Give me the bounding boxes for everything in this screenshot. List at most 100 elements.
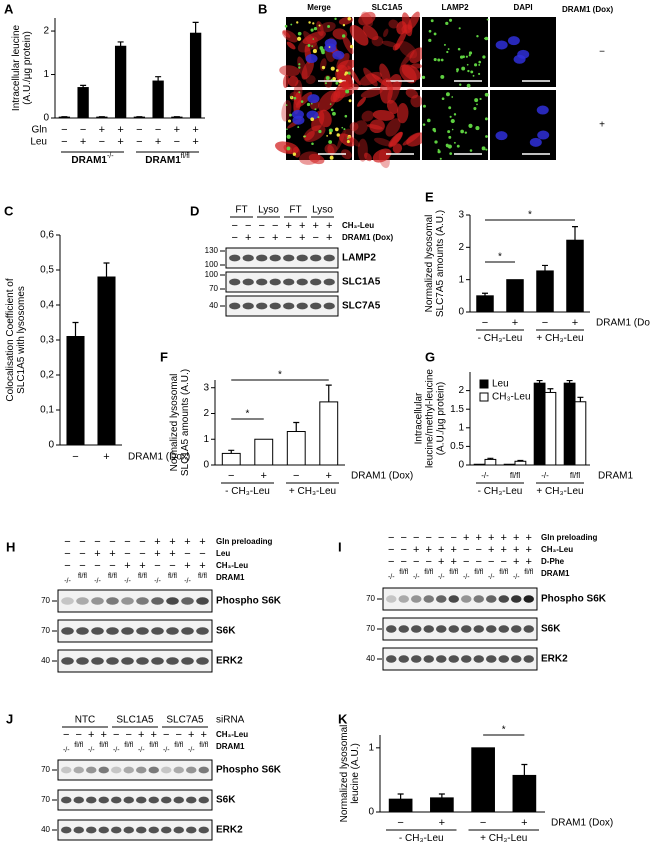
band xyxy=(166,627,179,635)
lane-sign: + xyxy=(101,729,107,741)
lane-sign: − xyxy=(388,544,394,556)
column-header: SLC1A5 xyxy=(372,3,403,12)
band xyxy=(198,796,209,804)
nucleus xyxy=(306,110,319,120)
lane-sign: + xyxy=(124,560,130,572)
bar xyxy=(533,382,546,466)
lysosome xyxy=(328,140,333,144)
marker-label: 100 xyxy=(205,260,219,269)
lane-sign: fl/fl xyxy=(474,569,483,576)
lane-sign: − xyxy=(199,548,205,560)
marker-label: 40 xyxy=(41,656,50,665)
y-tick-label: 1 xyxy=(203,434,209,445)
lysosome xyxy=(451,96,454,98)
bar xyxy=(506,279,524,313)
band xyxy=(136,826,147,834)
lysosome xyxy=(327,25,331,28)
band-label: ERK2 xyxy=(216,656,243,667)
lysosome xyxy=(440,58,444,62)
band xyxy=(386,655,397,663)
band xyxy=(511,655,522,663)
lysosome xyxy=(482,55,486,59)
band xyxy=(486,655,497,663)
cell-signal xyxy=(349,24,369,46)
lysosome xyxy=(464,131,468,134)
lysosome xyxy=(328,128,333,133)
y-tick-label: 2 xyxy=(43,26,49,37)
lysosome xyxy=(445,92,450,97)
lane-sign: − xyxy=(94,560,100,572)
band xyxy=(98,796,109,804)
lysosome xyxy=(343,128,346,131)
lane-sign: − xyxy=(139,548,145,560)
row-label: DRAM1 (Dox) xyxy=(351,471,413,482)
band xyxy=(196,627,209,635)
lysosome xyxy=(433,57,437,62)
lysosome xyxy=(476,103,478,106)
sign: + xyxy=(572,317,578,329)
lane-sign: fl/fl xyxy=(399,569,408,576)
band xyxy=(296,302,308,310)
error-bar xyxy=(228,449,235,454)
band xyxy=(283,254,295,262)
group-label: DRAM1-/- xyxy=(71,153,114,166)
lane-sign: -/- xyxy=(154,578,161,585)
cell-signal xyxy=(372,148,392,163)
band xyxy=(98,766,109,774)
band xyxy=(196,657,209,665)
band xyxy=(411,655,422,663)
band xyxy=(229,254,241,262)
lysosome xyxy=(473,106,477,111)
lysosome xyxy=(290,23,293,26)
lysosome xyxy=(304,135,307,138)
marker-label: 70 xyxy=(366,624,375,633)
band xyxy=(91,597,104,605)
band xyxy=(86,766,97,774)
sign: + xyxy=(103,451,109,463)
band-label: ERK2 xyxy=(216,825,243,836)
y-tick-label: 3 xyxy=(203,382,209,393)
lane-sign: − xyxy=(64,560,70,572)
category-label: -/- xyxy=(481,471,489,480)
panel-letter: H xyxy=(6,539,15,554)
lane-sign: − xyxy=(463,556,469,568)
error-bar xyxy=(103,262,110,277)
significance-label: * xyxy=(498,252,502,263)
lysosome xyxy=(345,89,350,94)
lane-sign: -/- xyxy=(163,747,170,754)
lysosome xyxy=(456,70,459,73)
lysosome xyxy=(344,73,347,76)
band xyxy=(111,826,122,834)
blot-strip xyxy=(57,819,213,841)
lysosome xyxy=(451,128,454,131)
marker-label: 70 xyxy=(41,765,50,774)
lane-sign: − xyxy=(426,532,432,544)
sign: + xyxy=(174,124,180,136)
lysosome xyxy=(447,48,450,50)
lysosome xyxy=(453,141,456,144)
lane-sign: − xyxy=(126,729,132,741)
band xyxy=(448,655,459,663)
error-bar xyxy=(572,226,578,241)
band xyxy=(473,655,484,663)
band xyxy=(106,657,119,665)
band xyxy=(181,597,194,605)
band xyxy=(296,254,308,262)
lane-sign: + xyxy=(188,729,194,741)
lane-sign: + xyxy=(94,548,100,560)
lysosome xyxy=(465,55,468,58)
lysosome xyxy=(285,104,288,106)
lane-sign: fl/fl xyxy=(499,569,508,576)
band xyxy=(498,595,509,603)
lane-sign: − xyxy=(169,560,175,572)
band xyxy=(73,826,84,834)
lysosome xyxy=(474,63,478,67)
row-label: Gln preloading xyxy=(541,533,598,542)
panel-letter: B xyxy=(258,1,267,16)
cell-signal xyxy=(286,41,296,50)
band xyxy=(198,826,209,834)
lane-sign: − xyxy=(76,729,82,741)
blot-strip xyxy=(225,271,339,293)
row-label: CH₃-Leu xyxy=(216,561,248,570)
